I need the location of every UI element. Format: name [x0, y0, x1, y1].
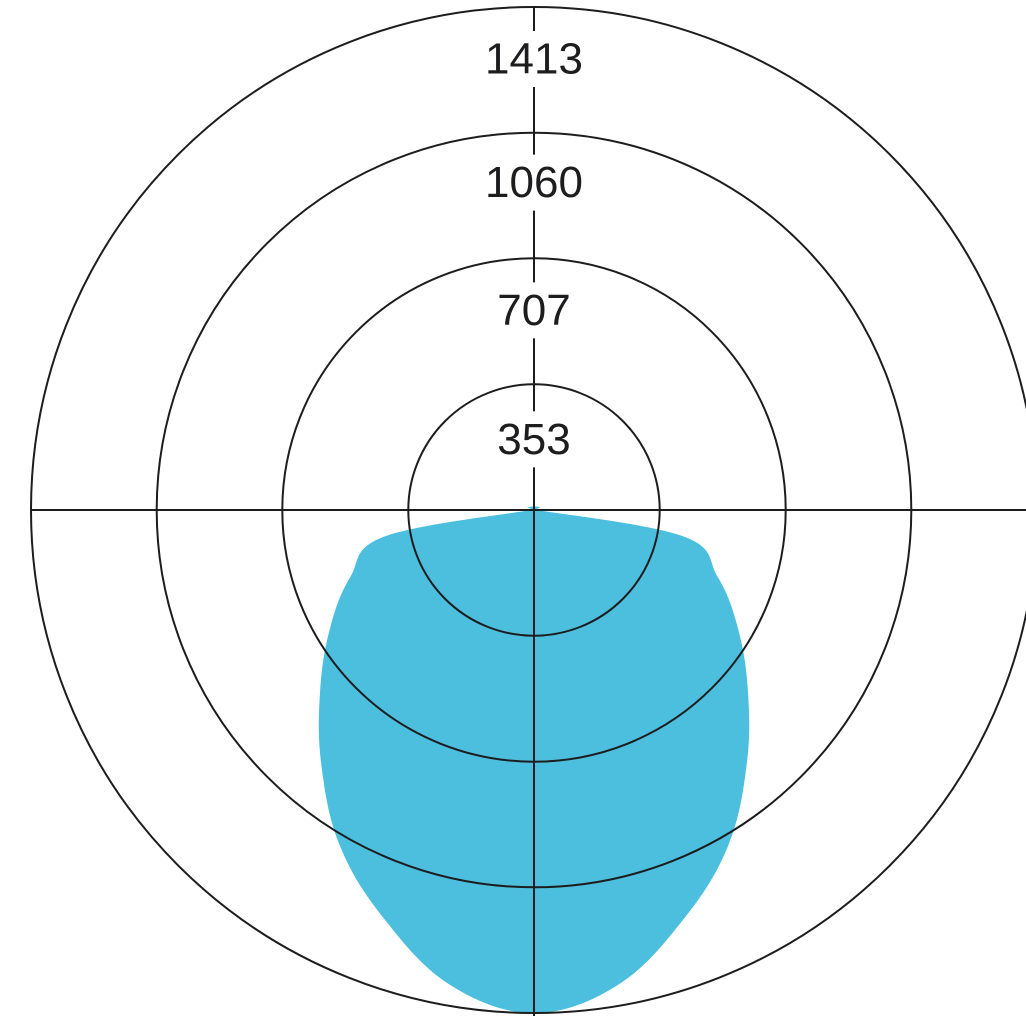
- tick-label-group: 707: [491, 282, 577, 339]
- tick-label-background: [491, 411, 577, 468]
- radial-tick-label: 353: [497, 415, 570, 464]
- tick-label-background: [491, 282, 577, 339]
- tick-label-background: [478, 154, 590, 211]
- tick-label-background: [478, 31, 590, 87]
- radial-tick-label: 1060: [485, 158, 583, 207]
- tick-label-group: 1060: [478, 154, 590, 211]
- radial-tick-label: 707: [497, 286, 570, 335]
- tick-label-group: 1413: [478, 31, 590, 87]
- radial-tick-labels: 353 707 1060 1413: [478, 31, 590, 468]
- tick-label-group: 353: [491, 411, 577, 468]
- radial-tick-label: 1413: [485, 35, 583, 84]
